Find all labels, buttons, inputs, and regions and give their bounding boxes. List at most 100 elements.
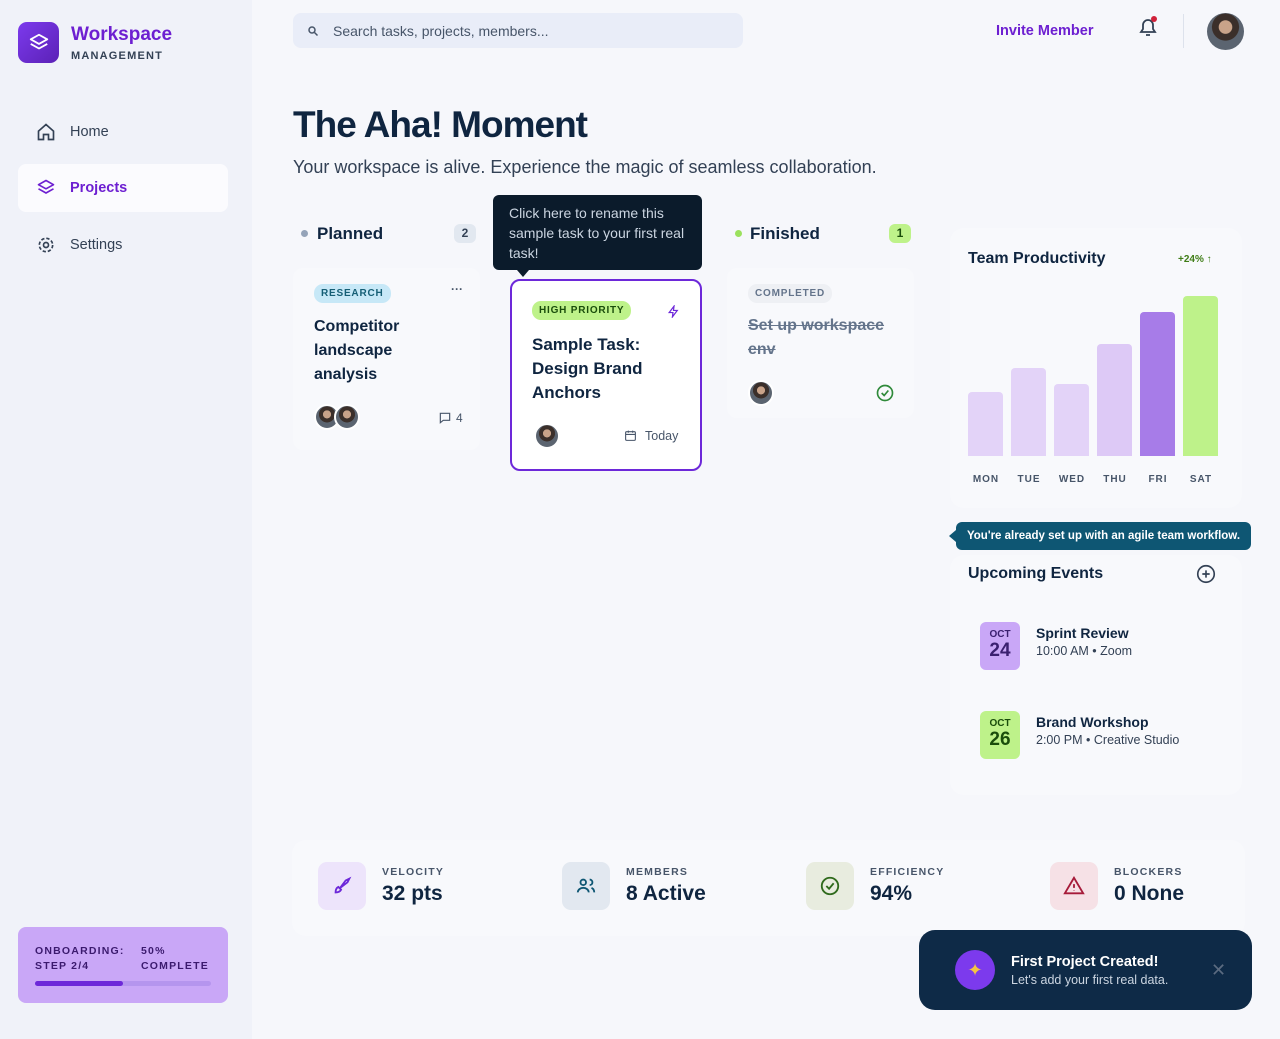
due-date: Today (645, 429, 679, 443)
toast: ✦ First Project Created! Let's add your … (919, 930, 1252, 1010)
done-icon (876, 384, 894, 402)
task-title[interactable]: Sample Task: Design Brand Anchors (532, 335, 643, 402)
bar (1011, 368, 1046, 456)
brand: Workspace (71, 24, 173, 45)
logo[interactable] (18, 22, 59, 63)
nav-item[interactable]: Home (18, 108, 228, 156)
tooltip-arrow (517, 270, 529, 277)
agile-tip: You're already set up with an agile team… (956, 522, 1251, 550)
onboarding-card: ONBOARDING: STEP 2/4 50% COMPLETE (18, 927, 228, 1003)
event-day: 26 (989, 729, 1011, 750)
stat-icon (318, 862, 366, 910)
event-month: OCT (989, 718, 1011, 729)
calendar-icon (625, 430, 636, 441)
task-title: Set up workspace env (748, 317, 885, 358)
day-label: TUE (1017, 474, 1041, 485)
stat-icon (806, 862, 854, 910)
stat-label: BLOCKERS (1114, 866, 1183, 878)
user-avatar[interactable] (1207, 13, 1244, 50)
search-box[interactable]: Search tasks, projects, members... (293, 13, 743, 48)
stat-value: 32 pts (382, 882, 443, 905)
event-month: OCT (989, 629, 1011, 640)
divider (1183, 14, 1184, 48)
event-detail: 10:00 AM • Zoom (1036, 644, 1133, 658)
task-card[interactable]: RESEARCH ··· Competitor landscape analys… (293, 268, 480, 450)
event-name[interactable]: Brand Workshop (1036, 714, 1149, 730)
bar (1140, 312, 1175, 456)
assignee-avatar (334, 404, 360, 430)
nav-label: Settings (70, 237, 123, 253)
events-panel (950, 555, 1242, 795)
progress-fill (35, 981, 123, 986)
hero-title: The Aha! Moment (293, 104, 588, 145)
day-label: THU (1103, 474, 1127, 485)
onboarding-step: STEP 2/4 (35, 960, 90, 972)
search-placeholder: Search tasks, projects, members... (333, 22, 549, 39)
nav-label: Home (70, 124, 109, 140)
stat-label: VELOCITY (382, 866, 445, 878)
panel-title: Upcoming Events (968, 565, 1104, 582)
stat-label: MEMBERS (626, 866, 689, 878)
stat-value: 94% (870, 882, 913, 905)
featured-task-card[interactable]: HIGH PRIORITY Sample Task: Design Brand … (510, 279, 702, 471)
stat-icon (1050, 862, 1098, 910)
toast-message: Let's add your first real data. (1011, 973, 1169, 987)
assignee-avatar (748, 380, 774, 406)
column-count: 1 (889, 224, 911, 243)
task-title: Competitor landscape analysis (314, 318, 400, 383)
bar (1183, 296, 1218, 456)
progress-track (35, 981, 211, 986)
sidebar: Workspace MANAGEMENT Home Projects Setti… (0, 0, 252, 1039)
toast-icon: ✦ (955, 950, 995, 990)
card-menu[interactable]: ··· (451, 282, 463, 296)
stat-label: EFFICIENCY (870, 866, 945, 878)
task-tag: HIGH PRIORITY (532, 301, 632, 320)
hero-subtitle: Your workspace is alive. Experience the … (293, 157, 877, 177)
tip-arrow (949, 530, 956, 542)
comment-count: 4 (456, 411, 463, 425)
nav-item[interactable]: Settings (18, 221, 228, 269)
add-event[interactable] (1195, 563, 1217, 585)
toast-title: First Project Created! (1011, 954, 1159, 970)
status-dot (301, 230, 308, 237)
bar (1054, 384, 1089, 456)
column-name: Planned (317, 224, 384, 243)
task-tag: RESEARCH (314, 284, 391, 303)
onboarding-status: COMPLETE (141, 960, 209, 972)
brand-sub: MANAGEMENT (71, 50, 164, 62)
stat-value: 0 None (1114, 882, 1185, 905)
day-label: FRI (1148, 474, 1168, 485)
day-label: WED (1058, 474, 1086, 485)
productivity-change: +24% ↑ (1178, 254, 1212, 265)
bar (968, 392, 1003, 456)
change-value: +24% (1178, 254, 1204, 265)
onboarding-percent: 50% (141, 945, 166, 957)
day-label: MON (972, 474, 1000, 485)
event-detail: 2:00 PM • Creative Studio (1036, 733, 1180, 747)
status-dot (735, 230, 742, 237)
toast-close[interactable]: ✕ (1211, 960, 1227, 980)
comment-icon (439, 412, 451, 424)
nav-item[interactable]: Projects (18, 164, 228, 212)
onboarding-tooltip: Click here to rename this sample task to… (493, 195, 702, 270)
column-count: 2 (454, 224, 476, 243)
task-card[interactable]: COMPLETED Set up workspace env (727, 268, 914, 418)
event-name[interactable]: Sprint Review (1036, 625, 1129, 641)
event-day: 24 (989, 640, 1011, 661)
bar (1097, 344, 1132, 456)
priority-icon (667, 305, 679, 318)
onboarding-title: ONBOARDING: (35, 945, 125, 957)
event-date: OCT 24 (980, 622, 1020, 670)
invite-button[interactable]: Invite Member (996, 23, 1094, 39)
panel-title: Team Productivity (968, 250, 1106, 267)
assignee-avatar (534, 423, 560, 449)
notification-bell[interactable] (1136, 15, 1160, 39)
nav-label: Projects (70, 180, 128, 196)
column-name: Finished (750, 224, 820, 243)
stat-value: 8 Active (626, 882, 706, 905)
stat-icon (562, 862, 610, 910)
day-label: SAT (1189, 474, 1213, 485)
event-date: OCT 26 (980, 711, 1020, 759)
task-tag: COMPLETED (748, 284, 832, 303)
